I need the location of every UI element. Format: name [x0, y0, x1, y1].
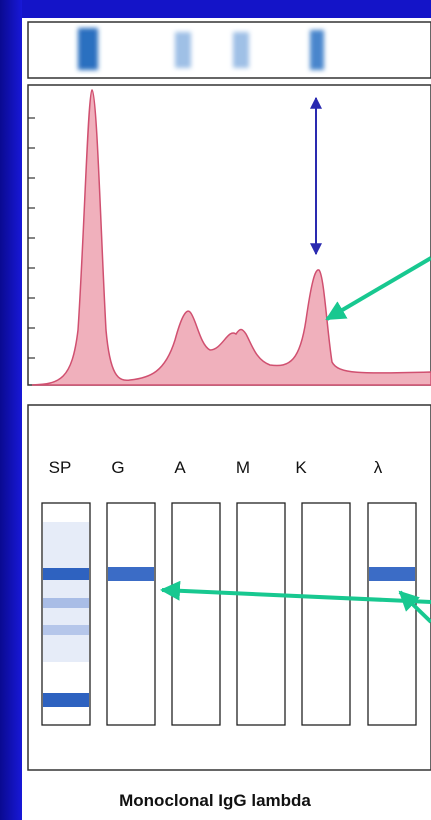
lane-label: M: [236, 458, 250, 477]
lane-label: λ: [374, 458, 383, 477]
lane-label: SP: [49, 458, 72, 477]
caption: Monoclonal IgG lambda: [119, 791, 311, 810]
left-strip: [0, 0, 22, 820]
page: SPGAMKλ Monoclonal IgG lambda (() => { c…: [0, 0, 431, 820]
lane-label: K: [295, 458, 307, 477]
lane-label: A: [174, 458, 186, 477]
lane-label: G: [111, 458, 124, 477]
figure: SP G A M Kλ Monoclonal IgG lambda: [0, 0, 431, 820]
